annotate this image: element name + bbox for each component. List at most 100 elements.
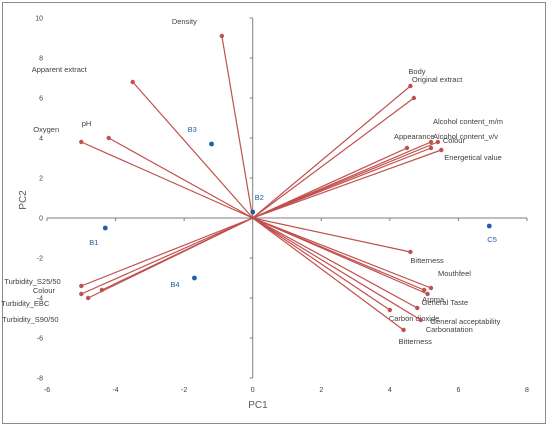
sample-point (102, 225, 108, 231)
x-tick-label: 8 (525, 387, 529, 394)
sample-points: B1 B2 B3 B4 C5 (89, 125, 497, 289)
x-tick-label: -6 (44, 387, 50, 394)
loading-label: Colour (33, 286, 56, 295)
x-tick-label: 2 (319, 387, 323, 394)
loading-vector (108, 137, 254, 219)
loading-vector (252, 85, 411, 219)
loading-label: General acceptability (430, 317, 500, 326)
loading-label: Density (172, 17, 197, 26)
loading-vector (252, 217, 391, 311)
x-tick-label: 4 (388, 387, 392, 394)
loading-label: Mouthfeel (438, 269, 471, 278)
loading-point (425, 291, 430, 297)
loading-point (401, 327, 406, 333)
loading-point (408, 249, 413, 255)
loading-vector (252, 217, 418, 309)
loading-label: Appearance (394, 132, 434, 141)
loading-point (79, 291, 84, 297)
loading-point (106, 135, 111, 141)
loading-point (428, 285, 434, 291)
y-tick-label: 4 (39, 136, 43, 143)
loading-point (411, 95, 417, 101)
x-tick-label: 6 (456, 387, 460, 394)
loading-label: Energetical value (444, 153, 502, 162)
loading-label: Oxygen (33, 125, 59, 134)
loading-label: Carbonatation (426, 325, 473, 334)
y-tick-label: -6 (37, 336, 43, 343)
sample-point (192, 275, 197, 281)
x-axis-title: PC1 (248, 400, 268, 411)
loading-point (408, 83, 413, 89)
y-tick-label: 2 (39, 176, 43, 183)
loading-vector (252, 141, 439, 219)
x-tick-label: 0 (251, 387, 255, 394)
loading-point (130, 79, 135, 85)
loading-vector (81, 141, 253, 219)
loading-point (418, 317, 423, 323)
x-tick-label: -4 (112, 387, 118, 394)
sample-point (209, 141, 214, 147)
loading-point (428, 145, 434, 151)
sample-point (486, 223, 492, 229)
loading-label: Colour (443, 136, 466, 145)
sample-point (250, 209, 256, 215)
sample-label: B4 (170, 280, 179, 289)
loading-point (219, 33, 225, 39)
loading-label: General Taste (422, 298, 469, 307)
loading-label: Aroma (422, 295, 445, 304)
loading-label: Apparent extract (32, 65, 88, 74)
loading-vector (252, 217, 432, 289)
sample-label: B3 (188, 125, 197, 134)
loading-vector (252, 217, 411, 253)
sample-label: C5 (487, 235, 497, 244)
sample-label: B1 (89, 238, 98, 247)
x-tick-label: -2 (181, 387, 187, 394)
loading-point (439, 147, 444, 153)
loading-vector (132, 81, 254, 219)
loading-label: Turbidity_EBC (1, 299, 50, 308)
loading-vector (221, 35, 254, 219)
loading-point (421, 287, 427, 293)
loading-vector (252, 217, 422, 321)
loading-label: Body (408, 67, 425, 76)
y-tick-label: -8 (37, 376, 43, 383)
axes (46, 17, 528, 379)
loading-label: Original extract (412, 75, 463, 84)
y-axis-title: PC2 (18, 190, 29, 210)
loading-point (428, 139, 434, 145)
loading-point (79, 139, 84, 145)
loading-label: Turbidity_S25/50 (4, 277, 60, 286)
loading-point (435, 139, 441, 145)
loading-vector (252, 97, 415, 219)
loading-vector (81, 217, 253, 287)
loading-vector (252, 149, 442, 219)
y-tick-label: 0 (39, 216, 43, 223)
loading-label: Alcohol content_m/m (433, 117, 503, 126)
loading-label: Carbon dioxide (389, 314, 439, 323)
loading-vector (252, 217, 404, 331)
loading-vector (252, 147, 408, 219)
loading-label: pH (82, 119, 92, 128)
loading-label: Turbidity_S90/50 (2, 315, 58, 324)
y-tick-label: 6 (39, 96, 43, 103)
loading-point (404, 145, 410, 151)
loading-vectors: Density Apparent extract pH Oxygen BodyOrigi… (1, 17, 503, 346)
loading-point (415, 305, 420, 311)
loading-point (387, 307, 393, 313)
loading-point (85, 295, 91, 301)
loading-label: Alcohol content_v/v (433, 132, 498, 141)
chart-frame (2, 2, 546, 424)
y-tick-label: -2 (37, 256, 43, 263)
y-tick-label: 8 (39, 56, 43, 63)
sample-label: B2 (255, 193, 264, 202)
loading-vector (81, 217, 253, 295)
loading-vector (252, 217, 428, 295)
loading-label: Bitterness (410, 256, 444, 265)
loading-vector (87, 217, 253, 299)
y-tick-label: 10 (35, 16, 43, 23)
y-tick-label: -4 (37, 296, 43, 303)
loading-label: Bitterness (399, 337, 433, 346)
loading-point (79, 283, 84, 289)
